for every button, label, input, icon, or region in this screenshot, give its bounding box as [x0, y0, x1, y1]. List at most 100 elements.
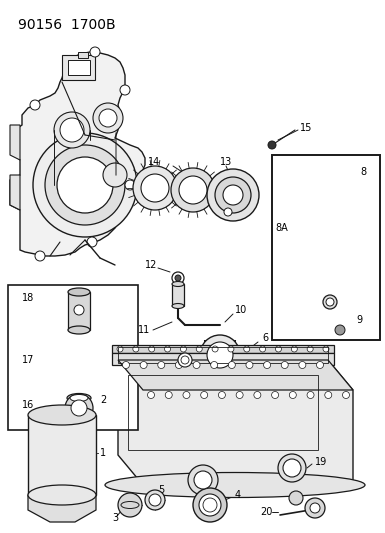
Polygon shape [118, 360, 353, 485]
Circle shape [207, 169, 259, 221]
Circle shape [289, 491, 303, 505]
Circle shape [246, 361, 253, 368]
Text: 17: 17 [22, 355, 34, 365]
Bar [28, 415, 96, 495]
Text: 10: 10 [235, 305, 247, 315]
Circle shape [87, 237, 97, 247]
Circle shape [181, 346, 186, 352]
Polygon shape [10, 52, 145, 256]
Circle shape [271, 392, 279, 399]
Ellipse shape [67, 393, 91, 402]
Polygon shape [28, 495, 96, 522]
Text: 1: 1 [100, 448, 106, 458]
Text: 2: 2 [100, 395, 106, 405]
Circle shape [259, 346, 266, 352]
Circle shape [224, 208, 232, 216]
Bar [172, 284, 184, 306]
Circle shape [133, 166, 177, 210]
Circle shape [310, 503, 320, 513]
Circle shape [149, 494, 161, 506]
Circle shape [325, 392, 332, 399]
Bar [118, 347, 328, 363]
Circle shape [201, 392, 208, 399]
Bar [112, 353, 334, 365]
Polygon shape [10, 175, 20, 210]
Text: 18: 18 [22, 293, 34, 303]
Text: 11: 11 [138, 325, 150, 335]
Circle shape [57, 157, 113, 213]
Circle shape [289, 392, 296, 399]
Circle shape [316, 361, 323, 368]
Circle shape [158, 361, 165, 368]
Polygon shape [62, 55, 95, 80]
Text: 12: 12 [145, 260, 157, 270]
Circle shape [90, 47, 100, 57]
Bar [272, 155, 380, 340]
Circle shape [65, 394, 93, 422]
Text: 90156  1700B: 90156 1700B [18, 18, 116, 32]
Circle shape [335, 325, 345, 335]
Circle shape [145, 490, 165, 510]
Text: 8A: 8A [275, 223, 288, 233]
Circle shape [122, 361, 129, 368]
Circle shape [323, 295, 337, 309]
Text: 8: 8 [360, 167, 366, 177]
Text: 19: 19 [315, 457, 327, 467]
Circle shape [244, 346, 250, 352]
Circle shape [188, 465, 218, 495]
Circle shape [223, 185, 243, 205]
Circle shape [278, 454, 306, 482]
Ellipse shape [68, 288, 90, 296]
Circle shape [193, 361, 200, 368]
Ellipse shape [172, 303, 184, 309]
Circle shape [179, 176, 207, 204]
Circle shape [215, 177, 251, 213]
Circle shape [183, 392, 190, 399]
Ellipse shape [172, 281, 184, 287]
Circle shape [194, 471, 212, 489]
Bar [112, 345, 334, 353]
Ellipse shape [28, 485, 96, 505]
Circle shape [125, 180, 135, 190]
Circle shape [254, 392, 261, 399]
Circle shape [236, 392, 243, 399]
Circle shape [299, 361, 306, 368]
Text: 20: 20 [260, 507, 272, 517]
Polygon shape [118, 360, 353, 390]
Circle shape [30, 100, 40, 110]
Polygon shape [78, 52, 88, 58]
Text: 5: 5 [158, 485, 164, 495]
Bar [128, 375, 318, 450]
Text: 13: 13 [220, 157, 232, 167]
Circle shape [103, 163, 127, 187]
Circle shape [33, 133, 137, 237]
Circle shape [99, 109, 117, 127]
Circle shape [307, 392, 314, 399]
Circle shape [118, 493, 142, 517]
Polygon shape [10, 125, 20, 160]
Text: 4: 4 [235, 490, 241, 500]
Ellipse shape [68, 326, 90, 334]
Circle shape [211, 361, 218, 368]
Circle shape [45, 145, 125, 225]
Circle shape [140, 361, 147, 368]
Circle shape [147, 392, 154, 399]
Circle shape [281, 361, 288, 368]
Circle shape [207, 342, 233, 368]
Circle shape [149, 346, 155, 352]
Circle shape [196, 346, 202, 352]
Circle shape [199, 494, 221, 516]
Circle shape [165, 392, 172, 399]
Circle shape [172, 272, 184, 284]
Circle shape [212, 346, 218, 352]
Circle shape [323, 346, 329, 352]
Circle shape [228, 361, 235, 368]
Circle shape [171, 168, 215, 212]
Circle shape [307, 346, 313, 352]
Ellipse shape [28, 405, 96, 425]
Polygon shape [68, 60, 90, 75]
Circle shape [164, 346, 171, 352]
Circle shape [343, 392, 350, 399]
Ellipse shape [105, 472, 365, 497]
Text: 3: 3 [112, 513, 118, 523]
